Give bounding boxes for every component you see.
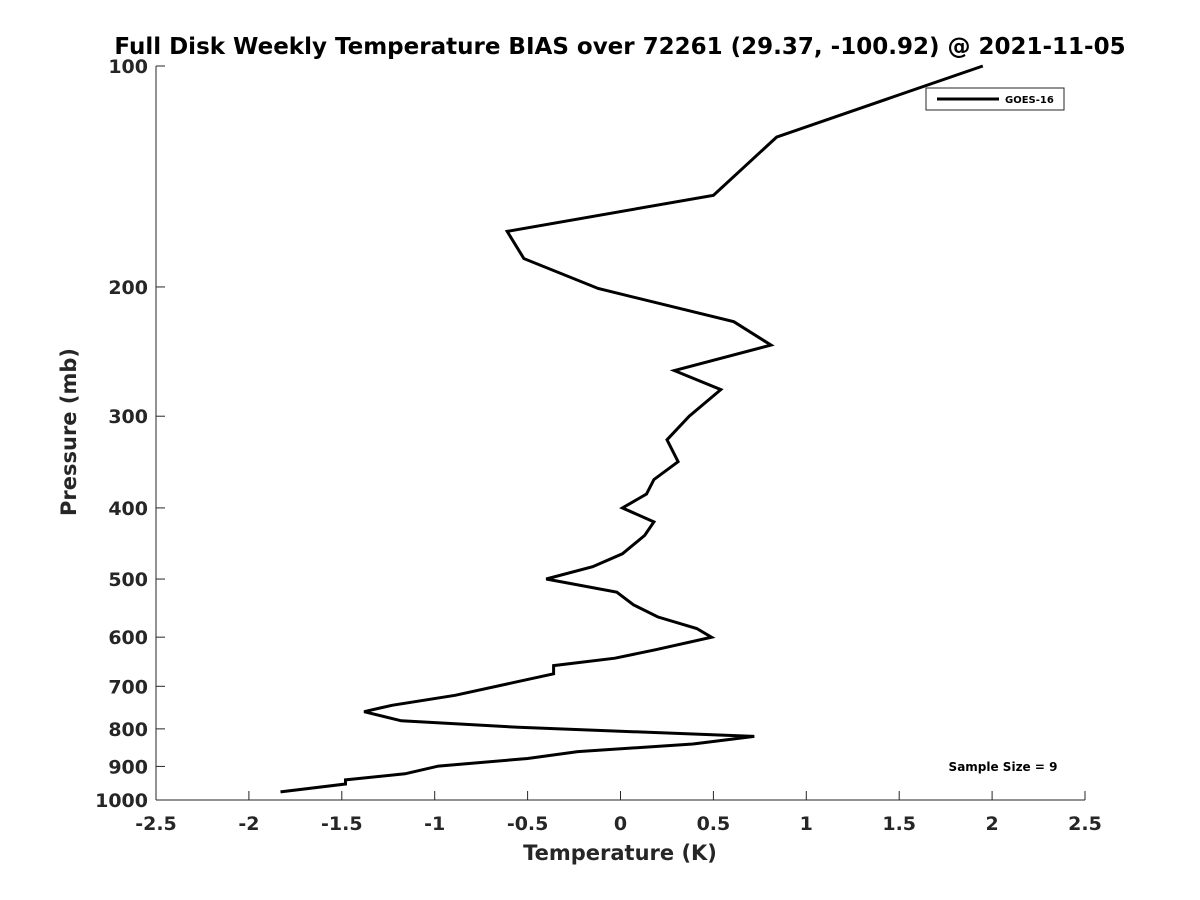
x-tick-label: 0 xyxy=(614,813,627,835)
x-tick-label: 2 xyxy=(985,813,998,835)
y-tick-label: 200 xyxy=(108,277,148,299)
series-line-goes-16 xyxy=(280,64,984,794)
x-tick-label: -1.5 xyxy=(321,813,363,835)
x-tick-label: -1 xyxy=(424,813,445,835)
y-tick-label: 800 xyxy=(108,719,148,741)
x-tick-label: 1.5 xyxy=(882,813,916,835)
y-axis-label: Pressure (mb) xyxy=(57,348,81,516)
x-tick-label: 2.5 xyxy=(1068,813,1102,835)
y-tick-label: 600 xyxy=(108,627,148,649)
x-tick-label: -2 xyxy=(238,813,259,835)
chart-title: Full Disk Weekly Temperature BIAS over 7… xyxy=(114,34,1125,60)
plot-background xyxy=(156,66,1085,800)
sample-size-annotation: Sample Size = 9 xyxy=(949,760,1058,774)
x-tick-label: -2.5 xyxy=(135,813,177,835)
y-tick-label: 500 xyxy=(108,569,148,591)
y-tick-label: 100 xyxy=(108,56,148,78)
legend: GOES-16 xyxy=(925,87,1065,111)
y-tick-label: 700 xyxy=(108,676,148,698)
x-axis-ticks: -2.5 -2 -1.5 -1 -0.5 0 0.5 1 1.5 2 2.5 xyxy=(135,791,1102,835)
y-tick-label: 1000 xyxy=(95,790,148,812)
legend-label: GOES-16 xyxy=(1005,95,1054,106)
x-axis-label: Temperature (K) xyxy=(523,841,717,865)
y-tick-label: 400 xyxy=(108,498,148,520)
series-layer xyxy=(280,64,984,794)
plot-area: -2.5 -2 -1.5 -1 -0.5 0 0.5 1 1.5 2 2.5 100 200 300 40… xyxy=(95,56,1102,835)
y-axis-ticks: 100 200 300 400 500 600 700 800 900 1000 xyxy=(95,56,165,812)
y-tick-label: 900 xyxy=(108,756,148,778)
x-tick-label: -0.5 xyxy=(507,813,549,835)
y-tick-label: 300 xyxy=(108,406,148,428)
x-tick-label: 1 xyxy=(800,813,813,835)
x-tick-label: 0.5 xyxy=(697,813,731,835)
